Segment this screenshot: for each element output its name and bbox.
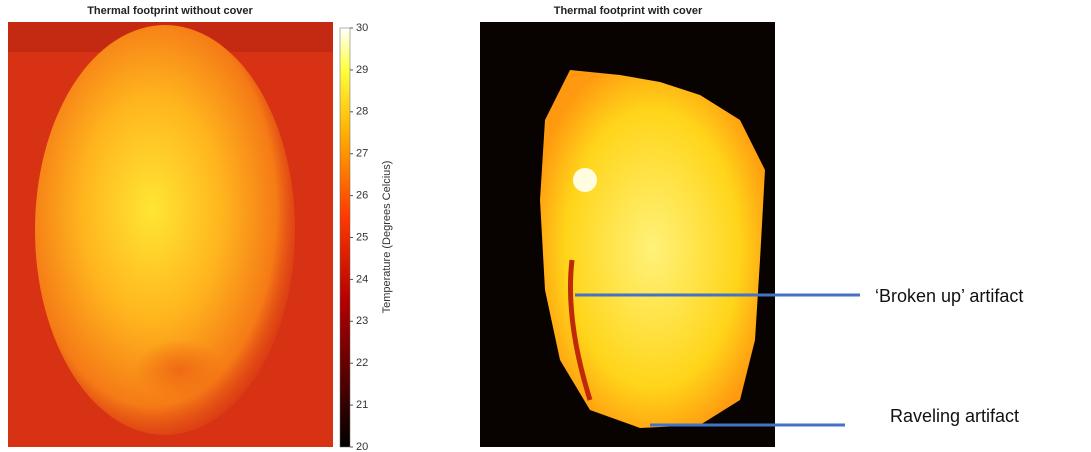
tick-label: 23 xyxy=(356,315,368,327)
tick-label: 24 xyxy=(356,273,368,285)
right-title: Thermal footprint with cover xyxy=(554,5,703,17)
tick-label: 29 xyxy=(356,64,368,76)
tick-label: 20 xyxy=(356,441,368,452)
colorbar xyxy=(339,27,351,448)
tick-label: 22 xyxy=(356,357,368,369)
tick-label: 21 xyxy=(356,399,368,411)
colorbar-label: Temperature (Degrees Celcius) xyxy=(381,161,393,314)
right-thermal-image xyxy=(480,22,775,447)
left-thermal-image xyxy=(8,22,333,447)
tick-label: 25 xyxy=(356,231,368,243)
annotation-text: Raveling artifact xyxy=(890,406,1019,426)
tick-label: 26 xyxy=(356,190,368,202)
left-title: Thermal footprint without cover xyxy=(87,5,253,17)
tick-label: 30 xyxy=(356,22,368,34)
tick-label: 27 xyxy=(356,148,368,160)
annotation-text: ‘Broken up’ artifact xyxy=(875,286,1023,306)
colorbar-ticks: 20 21 22 23 24 25 26 27 28 29 30 xyxy=(350,22,368,452)
tick-label: 28 xyxy=(356,106,368,118)
